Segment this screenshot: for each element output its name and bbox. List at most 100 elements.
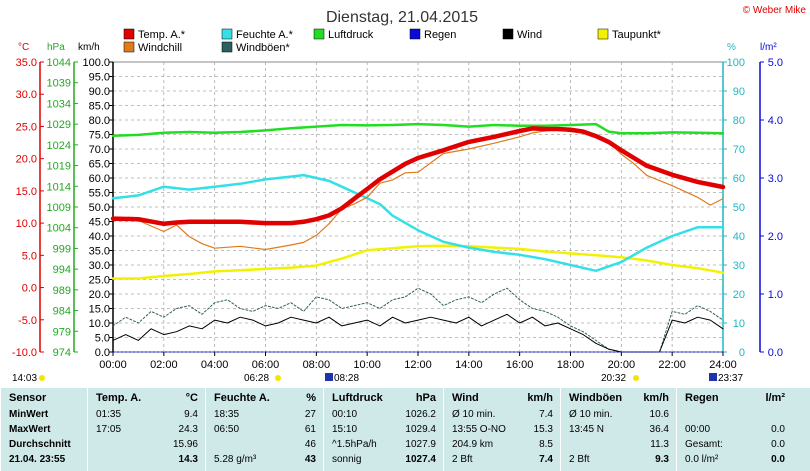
- sunrise-sun-icon: [275, 375, 281, 381]
- celsius-tick-label: -5.0: [18, 315, 37, 327]
- legend-swatch: [221, 41, 233, 53]
- stats-cell: Ø 10 min.: [569, 409, 613, 420]
- series-line-taupunkt: [111, 244, 725, 280]
- kmh-tick-label: 95.0: [89, 72, 110, 84]
- stats-cell: Feuchte A.: [214, 392, 270, 404]
- celsius-tick-label: 30.0: [16, 89, 37, 101]
- celsius-tick-label: -10.0: [12, 347, 37, 359]
- moonset-icon: [709, 373, 717, 381]
- percent-tick-label: 30: [733, 260, 745, 272]
- stats-cell: 00:00: [685, 424, 711, 435]
- legend-label: Feuchte A.*: [236, 29, 294, 41]
- x-tick-label: 08:00: [303, 359, 331, 371]
- time-label-left: 14:03: [12, 373, 37, 384]
- moonrise-icon: [325, 373, 333, 381]
- kmh-tick-label: 50.0: [89, 202, 110, 214]
- percent-tick-label: 70: [733, 144, 745, 156]
- sun-icon: [39, 375, 45, 381]
- weather-chart: Dienstag, 21.04.2015 © Weber Mike Temp. …: [12, 5, 807, 384]
- stats-cell: hPa: [415, 392, 436, 404]
- kmh-tick-label: 10.0: [89, 318, 110, 330]
- celsius-tick-label: 5.0: [22, 250, 37, 262]
- moonrise-time: 08:28: [334, 373, 359, 384]
- stats-cell: 5.28 g/m³: [214, 454, 257, 465]
- x-tick-label: 10:00: [353, 359, 381, 371]
- lm2-tick-label: 3.0: [768, 173, 783, 185]
- legend-swatch: [597, 28, 609, 40]
- legend-swatch: [221, 28, 233, 40]
- kmh-tick-label: 30.0: [89, 260, 110, 272]
- sun-moon-times: 14:03 06:28 08:28 20:32 23:37: [12, 373, 743, 384]
- stats-cell: 46: [304, 439, 316, 450]
- stats-cell: 0.0: [771, 424, 785, 435]
- stats-cell: Wind: [452, 392, 479, 404]
- x-tick-label: 16:00: [506, 359, 534, 371]
- stats-cell: l/m²: [765, 392, 785, 404]
- stats-cell: 01:35: [96, 409, 122, 420]
- stats-cell: 9.3: [655, 454, 669, 465]
- kmh-tick-label: 70.0: [89, 144, 110, 156]
- stats-cell: 0.0: [771, 454, 785, 465]
- stats-column: Wind km/h Ø 10 min. 7.4 13:55 O-NO 15.3 204.9 …: [443, 388, 561, 471]
- percent-tick-label: 90: [733, 86, 745, 98]
- stats-cell: km/h: [643, 392, 669, 404]
- x-tick-label: 00:00: [99, 359, 127, 371]
- lm2-unit-label: l/m²: [760, 42, 777, 53]
- stats-cell: Temp. A.: [96, 392, 142, 404]
- hpa-tick-label: 1024: [47, 140, 71, 152]
- kmh-tick-label: 100.0: [82, 57, 110, 69]
- stats-column: Regen l/m² 00:00 0.0 Gesamt: 0.0 0.0 l/m² 0.0: [676, 388, 793, 471]
- x-tick-label: 06:00: [252, 359, 280, 371]
- stats-cell: 36.4: [649, 424, 669, 435]
- x-tick-label: 02:00: [150, 359, 178, 371]
- stats-cell: 204.9 km: [452, 439, 494, 450]
- hpa-tick-label: 994: [53, 264, 71, 276]
- legend-swatch: [123, 28, 135, 40]
- series-line-windchill: [112, 128, 724, 251]
- legend-swatch: [502, 28, 514, 40]
- x-tick-label: 22:00: [658, 359, 686, 371]
- lm2-tick-label: 2.0: [768, 231, 783, 243]
- legend-swatch: [409, 28, 421, 40]
- lm2-tick-label: 1.0: [768, 289, 783, 301]
- stats-cell: 15.3: [533, 424, 553, 435]
- legend-label: Windböen*: [236, 42, 291, 54]
- stats-cell: Gesamt:: [685, 439, 723, 450]
- stats-cell: 2 Bft: [452, 454, 473, 465]
- stats-column: Sensor MinWert MaxWert Durchschnitt 21.04. 2…: [0, 388, 88, 471]
- kmh-tick-label: 15.0: [89, 304, 110, 316]
- percent-unit-label: %: [727, 42, 736, 53]
- copyright-text[interactable]: © Weber Mike: [743, 5, 807, 16]
- celsius-tick-label: 10.0: [16, 218, 37, 230]
- stats-cell: 1029.4: [405, 424, 436, 435]
- stats-column: Luftdruck hPa 00:10 1026.2 15:10 1029.4 ^1.5hP…: [323, 388, 444, 471]
- kmh-tick-label: 20.0: [89, 289, 110, 301]
- stats-cell: Windböen: [569, 392, 623, 404]
- stats-column: Windböen km/h Ø 10 min. 10.6 13:45 N 36.4 11.3…: [560, 388, 677, 471]
- sunset-time: 20:32: [601, 373, 626, 384]
- stats-column: Feuchte A.% 18:35 27 06:50 61 46 5.28 g/m³ 43: [205, 388, 324, 471]
- stats-cell: 10.6: [649, 409, 669, 420]
- stats-cell: %: [306, 392, 316, 404]
- stats-cell: 13:45 N: [569, 424, 605, 435]
- series-line-luftdruck: [111, 122, 725, 137]
- kmh-tick-label: 85.0: [89, 101, 110, 113]
- stats-cell: °C: [185, 392, 198, 404]
- hpa-unit-label: hPa: [47, 42, 65, 53]
- stats-cell: sonnig: [332, 454, 362, 465]
- kmh-tick-label: 0.0: [95, 347, 110, 359]
- kmh-tick-label: 55.0: [89, 188, 110, 200]
- stats-cell: 18:35: [214, 409, 240, 420]
- statistics-table: Sensor MinWert MaxWert Durchschnitt 21.04. 2…: [0, 388, 810, 471]
- kmh-tick-label: 80.0: [89, 115, 110, 127]
- celsius-tick-label: 35.0: [16, 57, 37, 69]
- stats-cell: 7.4: [539, 454, 553, 465]
- stats-cell: 24.3: [178, 424, 198, 435]
- percent-tick-label: 60: [733, 173, 745, 185]
- celsius-unit-label: °C: [18, 42, 29, 53]
- moonset-time: 23:37: [718, 373, 743, 384]
- hpa-tick-label: 1034: [47, 98, 71, 110]
- stats-cell: 06:50: [214, 424, 240, 435]
- legend: Temp. A.* Feuchte A.* Luftdruck Regen Wind Ta…: [123, 28, 662, 54]
- x-tick-label: 14:00: [455, 359, 483, 371]
